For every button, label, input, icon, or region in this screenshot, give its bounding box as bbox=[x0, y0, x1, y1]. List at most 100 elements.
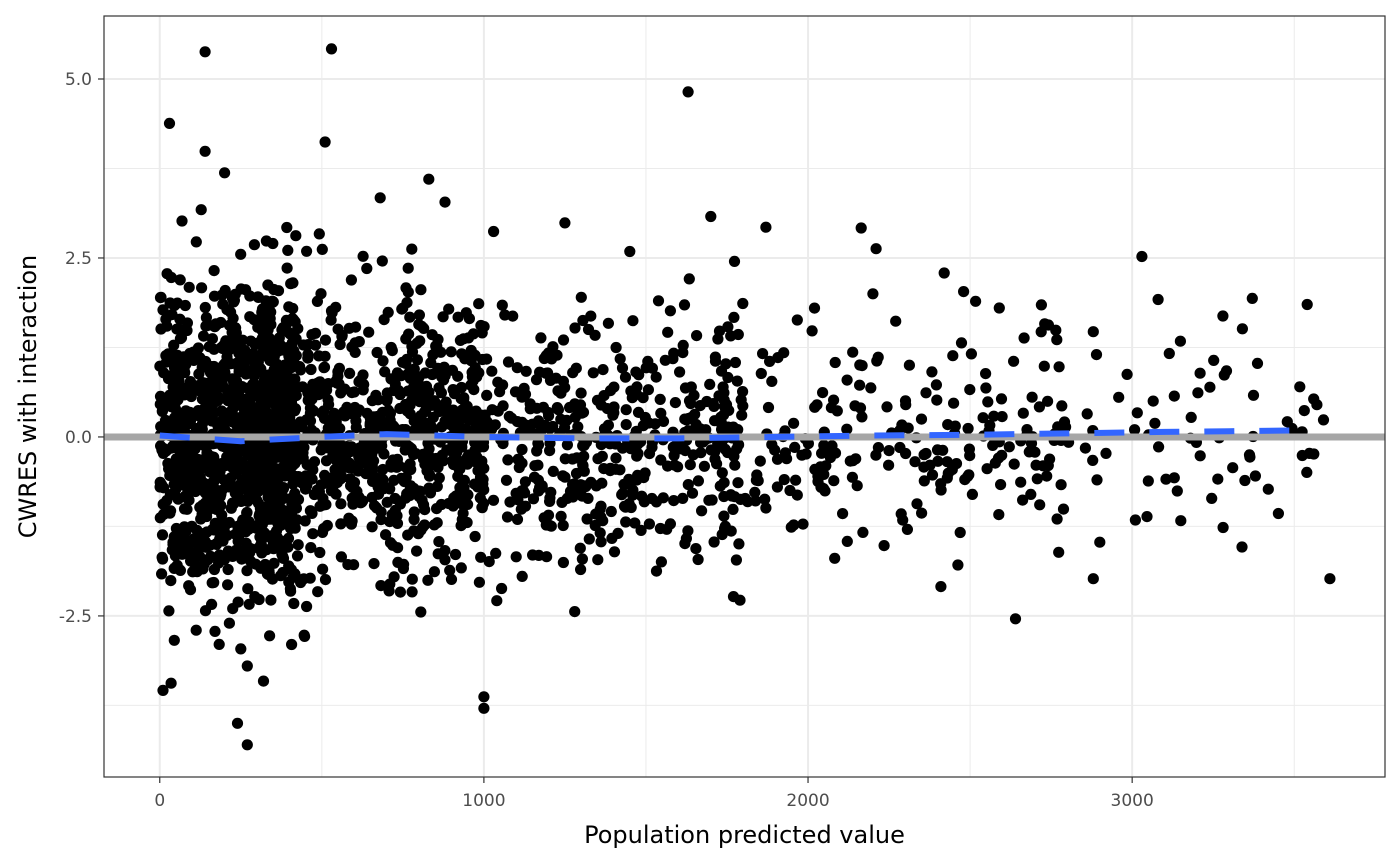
scatter-point bbox=[307, 378, 319, 390]
scatter-point bbox=[437, 311, 449, 323]
scatter-point bbox=[227, 498, 240, 510]
scatter-point bbox=[335, 498, 347, 510]
scatter-point bbox=[408, 513, 420, 526]
scatter-point bbox=[902, 422, 914, 434]
scatter-point bbox=[547, 341, 559, 353]
scatter-point bbox=[890, 315, 902, 327]
scatter-point bbox=[536, 423, 548, 436]
scatter-point bbox=[685, 398, 697, 410]
scatter-point bbox=[428, 519, 440, 531]
scatter-point bbox=[307, 528, 319, 540]
scatter-point bbox=[937, 444, 949, 456]
scatter-point bbox=[664, 305, 677, 317]
scatter-point bbox=[716, 528, 728, 541]
scatter-point bbox=[213, 549, 225, 561]
scatter-point bbox=[524, 403, 536, 415]
scatter-point bbox=[988, 410, 1000, 422]
scatter-point bbox=[256, 458, 268, 470]
scatter-point bbox=[282, 532, 295, 545]
scatter-point bbox=[255, 538, 267, 550]
scatter-point bbox=[1246, 292, 1258, 304]
scatter-point bbox=[265, 513, 277, 525]
scatter-point bbox=[713, 439, 725, 451]
scatter-point bbox=[995, 479, 1007, 491]
scatter-point bbox=[334, 338, 346, 351]
scatter-point bbox=[502, 356, 515, 368]
scatter-point bbox=[196, 282, 208, 294]
scatter-point bbox=[335, 387, 347, 399]
scatter-point bbox=[217, 298, 229, 310]
scatter-point bbox=[287, 302, 299, 315]
scatter-point bbox=[431, 340, 443, 352]
scatter-point bbox=[319, 334, 332, 346]
scatter-point bbox=[366, 491, 378, 504]
scatter-point bbox=[245, 353, 257, 365]
scatter-point bbox=[952, 559, 964, 571]
scatter-point bbox=[196, 393, 208, 405]
scatter-point bbox=[1163, 347, 1175, 360]
scatter-point bbox=[980, 382, 992, 394]
scatter-point bbox=[218, 367, 231, 379]
scatter-point bbox=[205, 550, 217, 563]
scatter-point bbox=[567, 367, 579, 379]
scatter-point bbox=[1015, 476, 1027, 488]
scatter-point bbox=[302, 352, 314, 364]
scatter-point bbox=[467, 375, 479, 387]
scatter-point bbox=[194, 501, 206, 513]
scatter-point bbox=[391, 517, 404, 530]
scatter-point bbox=[490, 547, 502, 560]
scatter-point bbox=[1272, 507, 1284, 520]
scatter-point bbox=[280, 359, 292, 371]
scatter-point bbox=[183, 494, 195, 506]
scatter-point bbox=[481, 389, 493, 401]
scatter-point bbox=[222, 563, 234, 576]
scatter-point bbox=[640, 362, 652, 374]
scatter-point bbox=[596, 477, 608, 489]
scatter-point bbox=[1100, 447, 1112, 459]
scatter-point bbox=[1249, 470, 1261, 482]
scatter-point bbox=[264, 630, 276, 642]
scatter-point bbox=[729, 356, 742, 369]
scatter-point bbox=[445, 573, 458, 586]
scatter-point bbox=[172, 493, 184, 505]
scatter-point bbox=[812, 470, 824, 482]
scatter-point bbox=[221, 477, 233, 489]
scatter-point bbox=[357, 250, 369, 262]
scatter-point bbox=[650, 371, 662, 383]
scatter-point bbox=[1052, 421, 1064, 433]
scatter-point bbox=[274, 470, 286, 482]
scatter-point bbox=[574, 542, 586, 554]
scatter-point bbox=[174, 274, 186, 286]
scatter-point bbox=[854, 402, 867, 414]
scatter-point bbox=[718, 490, 730, 503]
scatter-point bbox=[691, 330, 703, 342]
scatter-point bbox=[334, 423, 346, 435]
scatter-point bbox=[316, 243, 328, 255]
scatter-point bbox=[828, 475, 840, 487]
scatter-point bbox=[218, 339, 230, 351]
scatter-point bbox=[718, 477, 730, 489]
scatter-point bbox=[463, 313, 475, 325]
scatter-point bbox=[575, 387, 587, 399]
scatter-point bbox=[198, 558, 210, 570]
scatter-point bbox=[206, 598, 218, 611]
scatter-point bbox=[288, 515, 300, 527]
scatter-point bbox=[236, 353, 248, 365]
scatter-point bbox=[350, 415, 362, 427]
scatter-point bbox=[1087, 454, 1099, 466]
scatter-point bbox=[510, 551, 522, 563]
scatter-point bbox=[380, 529, 392, 541]
scatter-point bbox=[1244, 451, 1256, 463]
scatter-point bbox=[281, 508, 293, 520]
scatter-point bbox=[930, 379, 943, 391]
scatter-point bbox=[561, 439, 574, 451]
scatter-point bbox=[1294, 381, 1306, 393]
scatter-point bbox=[415, 284, 427, 296]
scatter-point bbox=[403, 328, 415, 340]
scatter-point bbox=[1034, 499, 1046, 511]
scatter-point bbox=[371, 346, 383, 359]
scatter-point bbox=[321, 384, 333, 396]
scatter-point bbox=[749, 495, 762, 507]
scatter-point bbox=[996, 449, 1008, 461]
scatter-point bbox=[406, 340, 418, 352]
